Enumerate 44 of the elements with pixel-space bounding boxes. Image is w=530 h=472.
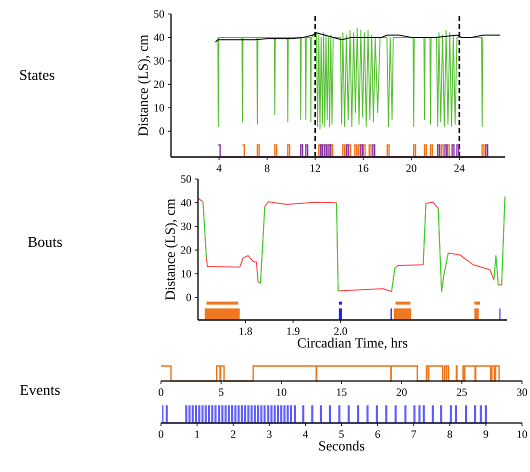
y-tick-label: 20 bbox=[181, 246, 192, 254]
x-tick-label: 8 bbox=[264, 164, 270, 172]
y-tick-label: 0 bbox=[186, 294, 192, 302]
y-tick-label: 30 bbox=[154, 57, 164, 65]
x-tick-label: 15 bbox=[336, 388, 347, 396]
x-tick-label: 9 bbox=[484, 430, 488, 438]
y-tick-label: 30 bbox=[181, 222, 192, 230]
x-tick-label: 20 bbox=[396, 388, 407, 396]
x-tick-label: 7 bbox=[412, 430, 416, 438]
y-tick-label: 50 bbox=[154, 10, 164, 18]
x-tick-label: 1.8 bbox=[240, 328, 252, 335]
x-tick-label: 4 bbox=[216, 164, 222, 172]
y-axis-title: Distance (LS), cm bbox=[165, 198, 178, 300]
y-axis-title: Distance (LS), cm bbox=[138, 34, 151, 136]
x-tick-label: 25 bbox=[456, 388, 467, 396]
x-axis-title: Circadian Time, hrs bbox=[298, 338, 408, 350]
text: Bouts bbox=[28, 237, 62, 247]
x-tick-label: 6 bbox=[375, 430, 380, 438]
x-tick-label: 20 bbox=[406, 164, 416, 172]
x-tick-label: 10 bbox=[276, 388, 286, 396]
y-tick-label: 20 bbox=[154, 80, 164, 88]
text: States bbox=[20, 70, 54, 80]
y-tick-label: 40 bbox=[154, 34, 164, 42]
x-tick-label: 8 bbox=[447, 430, 452, 438]
x-tick-label: 16 bbox=[358, 164, 368, 172]
x-axis-title: Seconds bbox=[319, 440, 364, 451]
x-tick-label: 24 bbox=[454, 164, 465, 172]
text: Events bbox=[20, 385, 60, 395]
x-tick-label: 12 bbox=[310, 164, 320, 172]
x-tick-label: 1.9 bbox=[287, 328, 300, 335]
x-tick-label: 2 bbox=[230, 430, 236, 438]
x-tick-label: 2.0 bbox=[334, 328, 348, 335]
x-tick-label: 5 bbox=[219, 388, 224, 396]
y-tick-label: 10 bbox=[181, 270, 192, 278]
x-tick-label: 4 bbox=[302, 430, 308, 438]
x-tick-label: 3 bbox=[267, 430, 272, 438]
y-tick-label: 0 bbox=[159, 128, 164, 135]
y-tick-label: 10 bbox=[154, 104, 164, 112]
x-tick-label: 10 bbox=[517, 430, 528, 438]
x-tick-label: 5 bbox=[339, 430, 344, 438]
x-tick-label: 30 bbox=[517, 388, 528, 396]
x-tick-label: 1 bbox=[195, 430, 200, 438]
y-tick-label: 50 bbox=[181, 175, 192, 183]
y-tick-label: 40 bbox=[180, 199, 192, 206]
